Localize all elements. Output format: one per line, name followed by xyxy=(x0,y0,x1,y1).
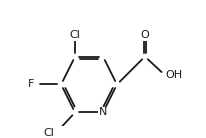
Text: Cl: Cl xyxy=(70,30,81,40)
Text: OH: OH xyxy=(166,70,183,80)
Text: Cl: Cl xyxy=(43,128,54,138)
Text: N: N xyxy=(99,108,107,117)
Text: O: O xyxy=(140,30,149,40)
Text: F: F xyxy=(28,79,35,90)
